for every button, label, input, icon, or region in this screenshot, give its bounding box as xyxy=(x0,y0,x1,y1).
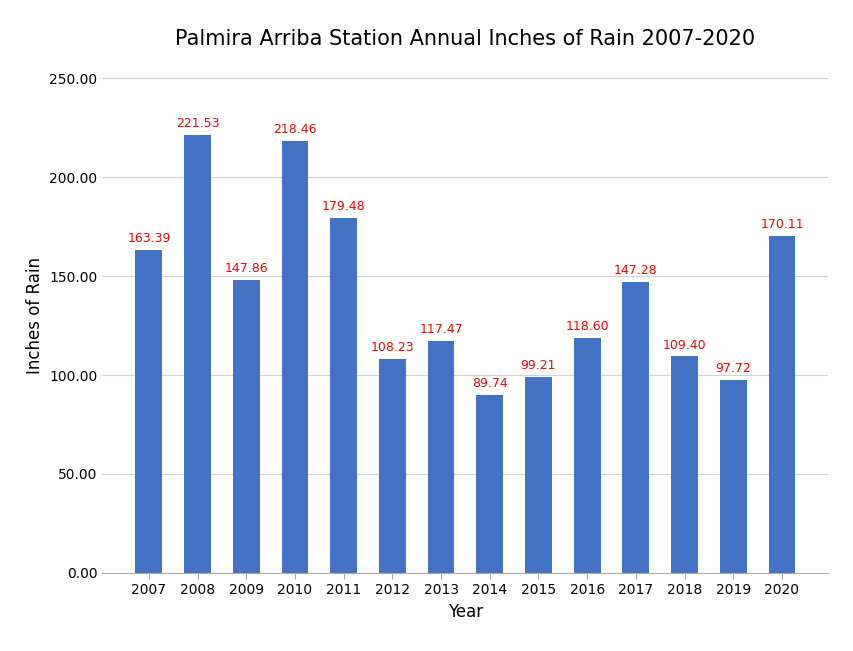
Text: 117.47: 117.47 xyxy=(419,323,462,335)
Bar xyxy=(573,339,600,573)
Text: 108.23: 108.23 xyxy=(370,341,414,354)
Text: 163.39: 163.39 xyxy=(127,232,171,245)
Text: 170.11: 170.11 xyxy=(759,219,803,232)
Text: 109.40: 109.40 xyxy=(662,339,705,352)
Title: Palmira Arriba Station Annual Inches of Rain 2007-2020: Palmira Arriba Station Annual Inches of … xyxy=(175,29,755,49)
Text: 218.46: 218.46 xyxy=(273,123,316,136)
Bar xyxy=(476,395,502,573)
Bar xyxy=(768,236,794,573)
Bar xyxy=(670,357,697,573)
Text: 179.48: 179.48 xyxy=(322,200,365,213)
Text: 147.28: 147.28 xyxy=(613,264,657,277)
Text: 221.53: 221.53 xyxy=(176,117,219,130)
Text: 118.60: 118.60 xyxy=(565,320,608,333)
Bar xyxy=(330,218,357,573)
Bar xyxy=(379,359,405,573)
Text: 147.86: 147.86 xyxy=(224,262,268,275)
Bar xyxy=(622,281,648,573)
X-axis label: Year: Year xyxy=(447,603,483,621)
Bar xyxy=(136,250,162,573)
Bar xyxy=(184,135,211,573)
Bar xyxy=(719,380,746,573)
Y-axis label: Inches of Rain: Inches of Rain xyxy=(26,257,44,374)
Bar xyxy=(427,340,454,573)
Bar xyxy=(281,141,308,573)
Bar xyxy=(233,281,259,573)
Text: 97.72: 97.72 xyxy=(715,362,751,374)
Bar xyxy=(525,377,551,573)
Text: 89.74: 89.74 xyxy=(472,378,507,391)
Text: 99.21: 99.21 xyxy=(520,359,555,372)
